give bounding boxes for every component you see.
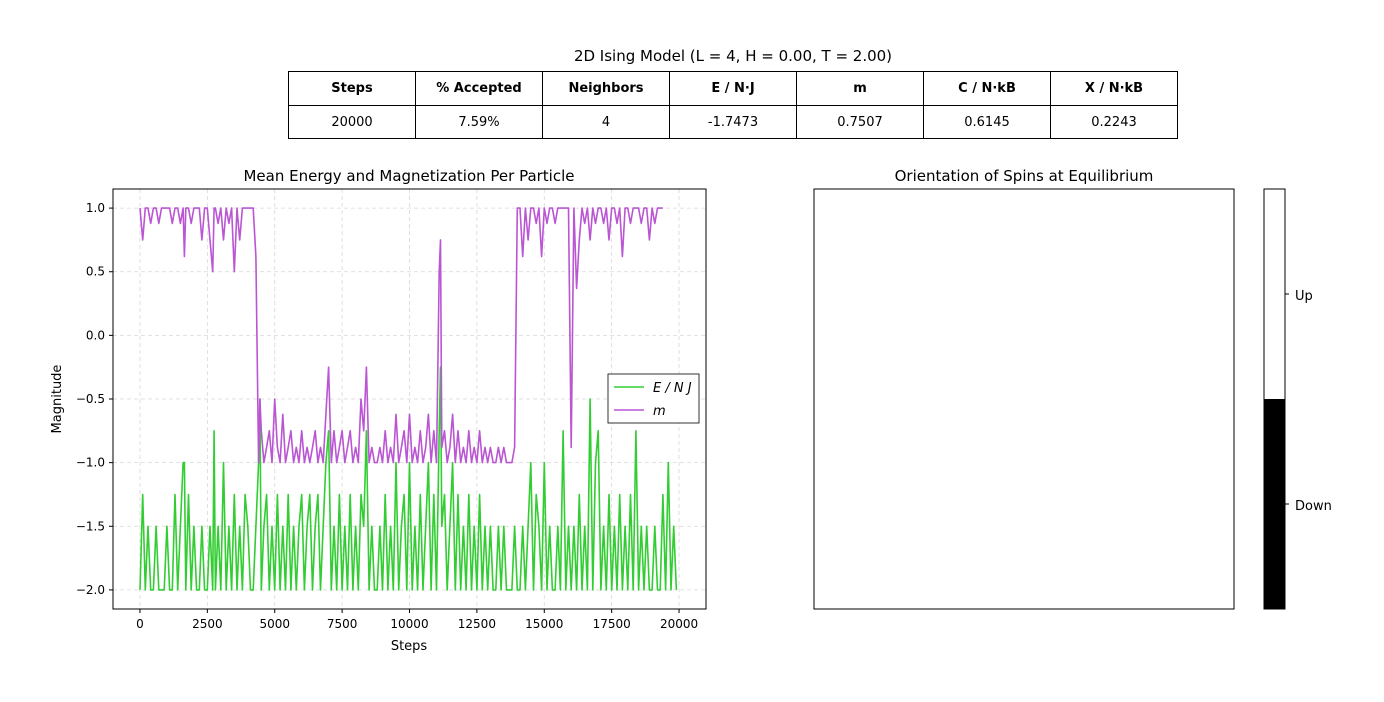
x-tick-label: 10000 — [390, 617, 428, 631]
x-axis-label: Steps — [391, 639, 428, 654]
spin-cell — [1129, 294, 1234, 399]
stats-header-row: Steps % Accepted Neighbors E / N·J m C /… — [288, 71, 1178, 106]
y-tick-label: −1.5 — [76, 519, 105, 533]
y-tick-label: −0.5 — [76, 392, 105, 406]
spin-cell — [814, 399, 919, 504]
stats-value-accepted: 7.59% — [415, 105, 543, 139]
y-tick-label: −2.0 — [76, 583, 105, 597]
figure-title: 2D Ising Model (L = 4, H = 0.00, T = 2.0… — [573, 47, 893, 65]
line-chart: 0 2500 5000 7500 10000 12500 15000 17500 20000 −2… — [50, 167, 707, 654]
energy-series-line — [139, 366, 678, 591]
stats-table: Steps % Accepted Neighbors E / N·J m C /… — [288, 71, 1178, 139]
x-tick-label: 7500 — [327, 617, 358, 631]
spin-cell — [1129, 399, 1234, 504]
stats-value-magnetization: 0.7507 — [796, 105, 924, 139]
stats-value-heat-capacity: 0.6145 — [923, 105, 1051, 139]
stats-value-energy: -1.7473 — [669, 105, 797, 139]
tick-layer: 0 2500 5000 7500 10000 12500 15000 17500 20000 −2… — [76, 201, 698, 631]
stats-value-susceptibility: 0.2243 — [1050, 105, 1178, 139]
series-layer — [139, 207, 678, 591]
spin-heatmap-frame — [813, 188, 1235, 610]
x-tick-label: 12500 — [458, 617, 496, 631]
spin-heatmap: Orientation of Spins at Equilibrium — [813, 167, 1235, 610]
spin-cell — [919, 294, 1024, 399]
spin-cell — [1129, 504, 1234, 609]
spin-cell — [919, 189, 1024, 294]
stats-header-accepted: % Accepted — [415, 71, 543, 106]
spin-cell — [919, 399, 1024, 504]
legend: E / N J m — [607, 373, 700, 424]
x-tick-label: 2500 — [192, 617, 223, 631]
stats-header-energy: E / N·J — [669, 71, 797, 106]
y-tick-label: 1.0 — [86, 201, 105, 215]
x-tick-label: 15000 — [525, 617, 563, 631]
spin-cells — [814, 189, 1234, 609]
spin-cell — [1129, 189, 1234, 294]
stats-header-neighbors: Neighbors — [542, 71, 670, 106]
colorbar-frame — [1263, 188, 1286, 610]
stats-value-neighbors: 4 — [542, 105, 670, 139]
x-tick-label: 0 — [136, 617, 144, 631]
spin-cell — [814, 504, 919, 609]
stats-header-susceptibility: X / N·kB — [1050, 71, 1178, 106]
legend-label-magnetization: m — [653, 404, 666, 419]
y-tick-label: 0.5 — [86, 265, 105, 279]
x-tick-label: 17500 — [593, 617, 631, 631]
stats-header-magnetization: m — [796, 71, 924, 106]
spin-cell — [919, 504, 1024, 609]
spin-heatmap-title: Orientation of Spins at Equilibrium — [895, 167, 1154, 185]
spin-cell — [1024, 399, 1129, 504]
spin-cell — [814, 294, 919, 399]
y-axis-label: Magnitude — [50, 365, 65, 434]
colorbar: Up Down — [1263, 188, 1332, 610]
stats-header-steps: Steps — [288, 71, 416, 106]
line-chart-title: Mean Energy and Magnetization Per Partic… — [243, 167, 574, 185]
spin-cell — [1024, 189, 1129, 294]
x-tick-label: 5000 — [259, 617, 290, 631]
stats-value-row: 20000 7.59% 4 -1.7473 0.7507 0.6145 0.22… — [288, 105, 1178, 139]
colorbar-label-up: Up — [1295, 289, 1313, 304]
stats-value-steps: 20000 — [288, 105, 416, 139]
colorbar-down-segment — [1264, 399, 1285, 609]
x-tick-label: 20000 — [660, 617, 698, 631]
legend-label-energy: E / N J — [653, 381, 692, 396]
y-tick-label: 0.0 — [86, 328, 105, 342]
legend-frame — [607, 373, 700, 424]
spin-cell — [1024, 504, 1129, 609]
y-tick-label: −1.0 — [76, 456, 105, 470]
colorbar-up-segment — [1264, 189, 1285, 399]
spin-cell — [1024, 294, 1129, 399]
colorbar-label-down: Down — [1295, 499, 1332, 514]
spin-cell — [814, 189, 919, 294]
magnetization-series-line — [139, 207, 663, 464]
